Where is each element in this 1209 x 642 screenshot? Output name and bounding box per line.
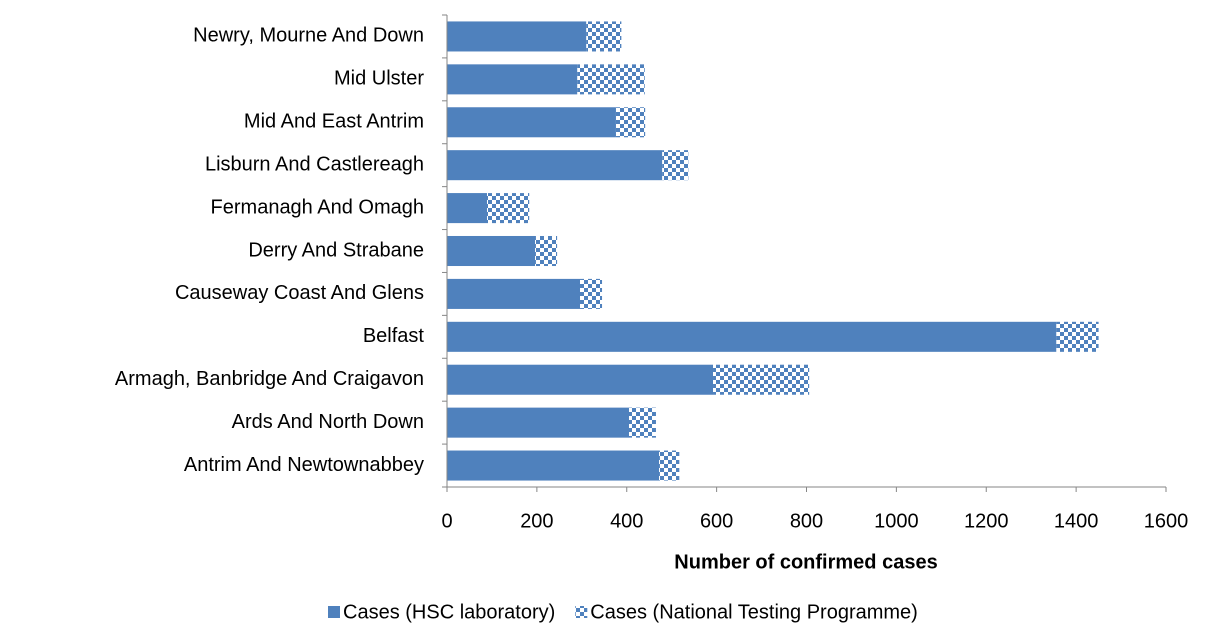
y-tick-label: Causeway Coast And Glens bbox=[175, 282, 424, 304]
legend-label: Cases (HSC laboratory) bbox=[343, 601, 555, 623]
x-tick-label: 1400 bbox=[1054, 510, 1099, 532]
x-tick-label: 0 bbox=[441, 510, 452, 532]
y-tick-label: Derry And Strabane bbox=[248, 239, 424, 261]
bar-segment bbox=[586, 21, 622, 52]
bar-segment bbox=[447, 107, 616, 138]
x-tick-label: 800 bbox=[790, 510, 823, 532]
bar-segment bbox=[447, 321, 1057, 352]
y-tick-label: Mid And East Antrim bbox=[244, 111, 424, 133]
bar-segment bbox=[662, 150, 689, 181]
bar-segment bbox=[1056, 321, 1099, 352]
bar-segment bbox=[447, 193, 487, 224]
y-tick-label: Fermanagh And Omagh bbox=[211, 196, 424, 218]
bar-segment bbox=[447, 450, 660, 481]
y-tick-label: Belfast bbox=[363, 325, 425, 347]
bar-segment bbox=[659, 450, 680, 481]
x-tick-label: 600 bbox=[700, 510, 733, 532]
bar-segment bbox=[535, 235, 558, 267]
y-tick-label: Armagh, Banbridge And Craigavon bbox=[115, 368, 424, 390]
x-tick-label: 1200 bbox=[964, 510, 1009, 532]
legend-label: Cases (National Testing Programme) bbox=[590, 601, 918, 623]
bar-segment bbox=[580, 278, 603, 309]
bar-segment bbox=[577, 64, 645, 95]
legend-marker bbox=[328, 606, 340, 618]
y-tick-label: Newry, Mourne And Down bbox=[193, 25, 424, 47]
bar-segment bbox=[447, 235, 536, 267]
bar-segment bbox=[447, 21, 587, 52]
bar-segment bbox=[447, 150, 663, 181]
bar-segment bbox=[447, 64, 578, 95]
y-tick-label: Mid Ulster bbox=[334, 68, 424, 90]
x-tick-label: 1600 bbox=[1144, 510, 1189, 532]
y-tick-label: Antrim And Newtownabbey bbox=[184, 454, 424, 476]
bar-segment bbox=[486, 193, 530, 224]
y-tick-label: Lisburn And Castlereagh bbox=[205, 153, 424, 175]
y-tick-label: Ards And North Down bbox=[232, 411, 424, 433]
bar-segment bbox=[447, 407, 629, 438]
bar-segment bbox=[628, 407, 656, 438]
x-tick-label: 200 bbox=[520, 510, 553, 532]
bar-segment bbox=[713, 364, 810, 395]
bar-segment bbox=[447, 364, 714, 395]
x-tick-label: 400 bbox=[610, 510, 643, 532]
legend-marker bbox=[575, 606, 588, 618]
bar-segment bbox=[447, 278, 581, 309]
bar-segment bbox=[615, 107, 646, 138]
x-axis-title: Number of confirmed cases bbox=[674, 551, 937, 573]
x-tick-label: 1000 bbox=[874, 510, 919, 532]
